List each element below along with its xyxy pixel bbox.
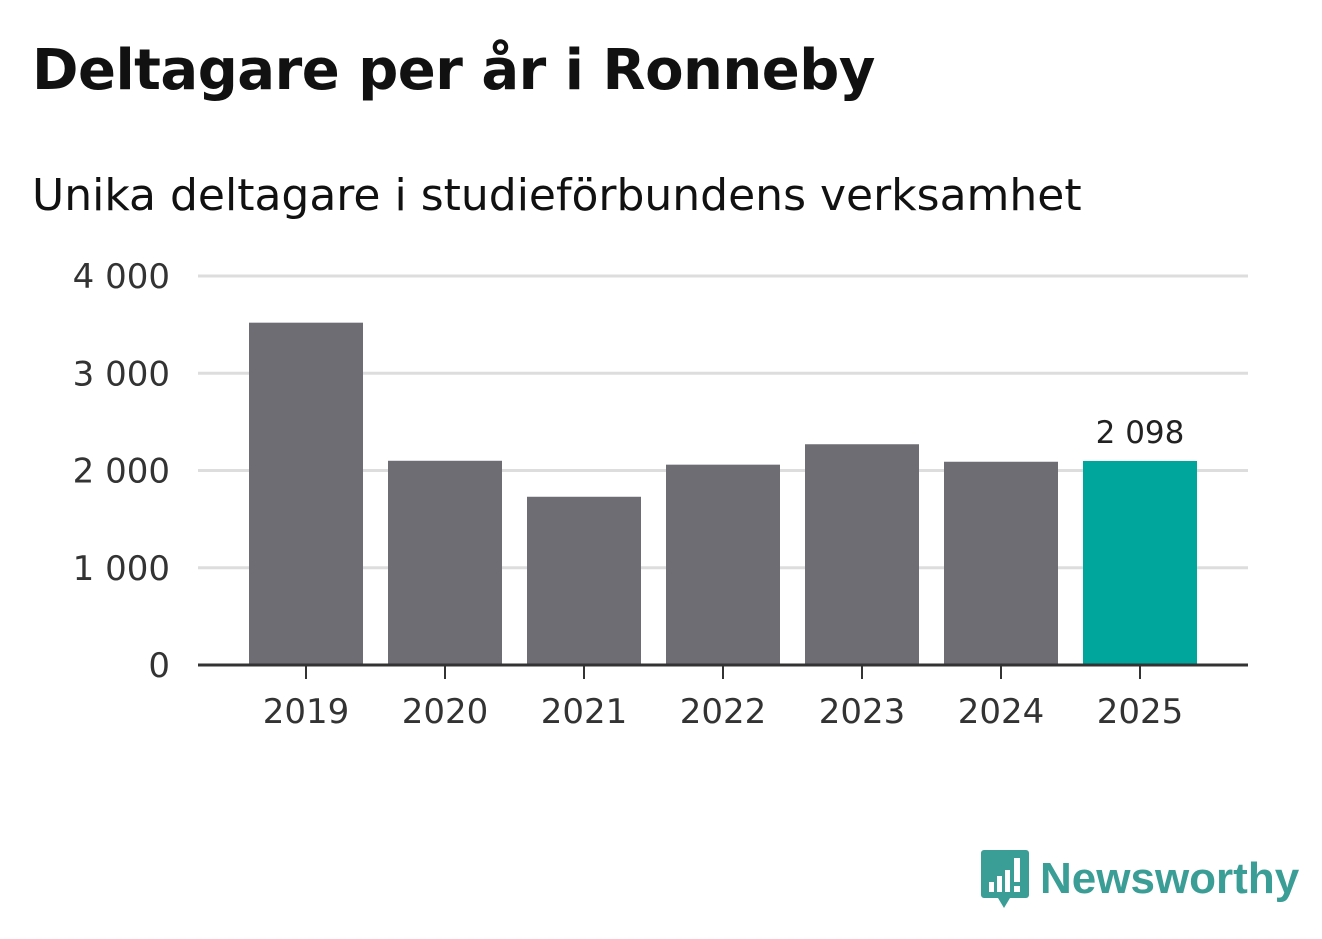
bar-2021 (527, 496, 641, 665)
bar-2025 (1083, 460, 1197, 665)
x-tick-label-2024: 2024 (958, 692, 1045, 732)
data-labels: 2 098 (1096, 415, 1185, 451)
x-axis: 2019 2020 2021 2022 2023 2024 2025 (198, 663, 1248, 732)
y-tick-label: 3 000 (73, 354, 170, 394)
chart-subtitle: Unika deltagare i studieförbundens verks… (32, 170, 1082, 221)
x-tick-label-2020: 2020 (402, 692, 489, 732)
bars (249, 322, 1197, 665)
chart-title: Deltagare per år i Ronneby (32, 38, 875, 103)
x-tick-label-2022: 2022 (680, 692, 767, 732)
x-tick-label-2025: 2025 (1097, 692, 1184, 732)
bar-2020 (388, 460, 502, 665)
x-tick-label-2021: 2021 (541, 692, 628, 732)
data-label-2025: 2 098 (1096, 415, 1185, 451)
y-tick-label: 2 000 (73, 452, 170, 492)
y-tick-label: 4 000 (73, 257, 170, 297)
x-tick-label-2019: 2019 (263, 692, 350, 732)
brand-name: Newsworthy (1040, 854, 1300, 903)
newsworthy-logo-icon (981, 850, 1029, 908)
bar-2024 (944, 461, 1058, 665)
bar-2022 (666, 464, 780, 665)
y-tick-label: 0 (148, 646, 170, 686)
x-tick-label-2023: 2023 (819, 692, 906, 732)
newsworthy-brand: Newsworthy (980, 848, 1299, 910)
bar-2023 (805, 444, 919, 665)
y-tick-label: 1 000 (73, 549, 170, 589)
bar-2019 (249, 322, 363, 665)
y-axis-tick-labels: 0 1 000 2 000 3 000 4 000 (73, 257, 170, 686)
